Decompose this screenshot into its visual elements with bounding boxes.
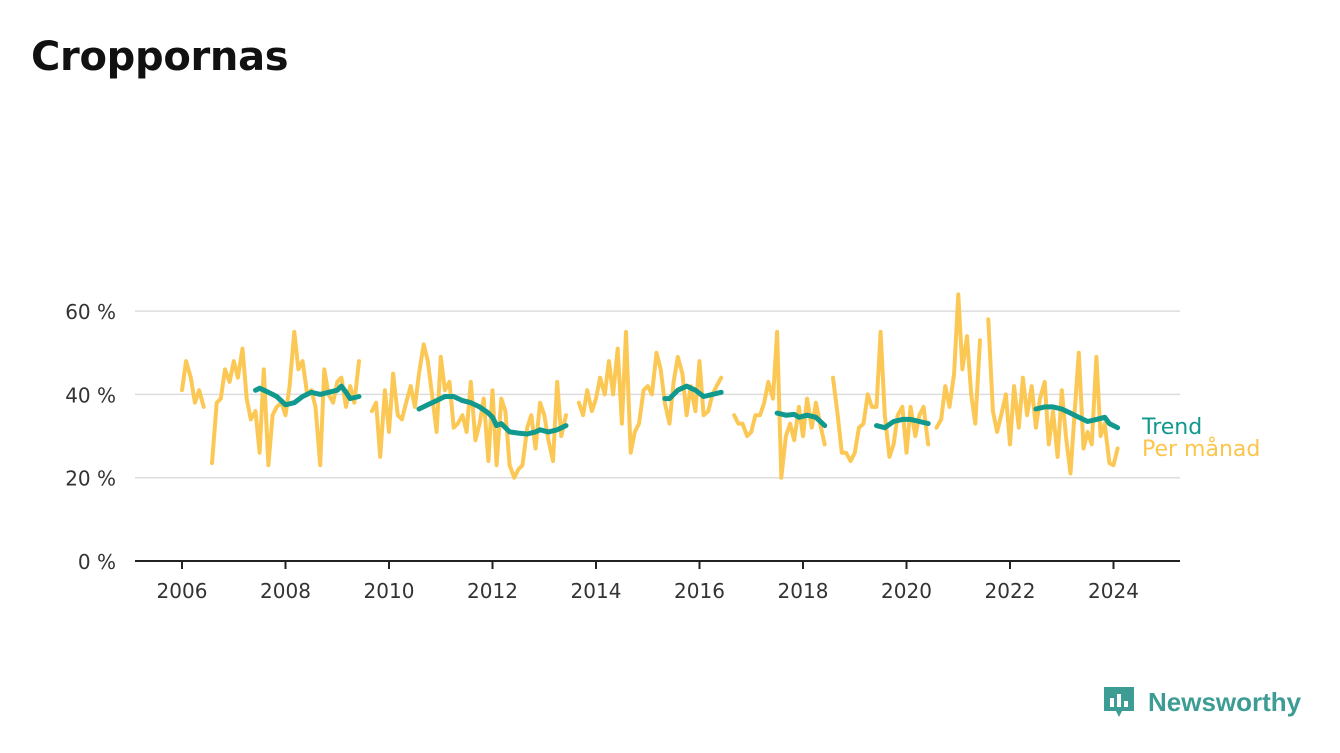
x-tick-label: 2022 [985, 579, 1036, 603]
y-tick-label: 0 % [78, 550, 116, 574]
chart-title: Croppornas [31, 34, 289, 80]
x-tick-label: 2024 [1088, 579, 1139, 603]
legend-label-trend: Trend [1141, 415, 1202, 440]
series-line-per-manad [180, 292, 1120, 480]
y-tick-label: 60 % [65, 300, 116, 324]
x-tick-label: 2018 [778, 579, 829, 603]
x-tick-label: 2014 [571, 579, 622, 603]
x-tick-label: 2008 [260, 579, 311, 603]
legend-label-per-manad: Per månad [1142, 436, 1260, 462]
x-tick-label: 2016 [674, 579, 725, 603]
x-tick-label: 2010 [364, 579, 415, 603]
newsworthy-logo-icon [1104, 687, 1134, 717]
y-tick-label: 20 % [65, 467, 116, 491]
x-tick-label: 2006 [157, 579, 208, 603]
series-line-trend [253, 383, 1121, 437]
newsworthy-logo[interactable]: Newsworthy [1102, 683, 1301, 721]
logo-text: Newsworthy [1148, 686, 1302, 717]
x-tick-label: 2020 [881, 579, 932, 603]
x-tick-label: 2012 [467, 579, 518, 603]
y-tick-label: 40 % [65, 383, 116, 407]
